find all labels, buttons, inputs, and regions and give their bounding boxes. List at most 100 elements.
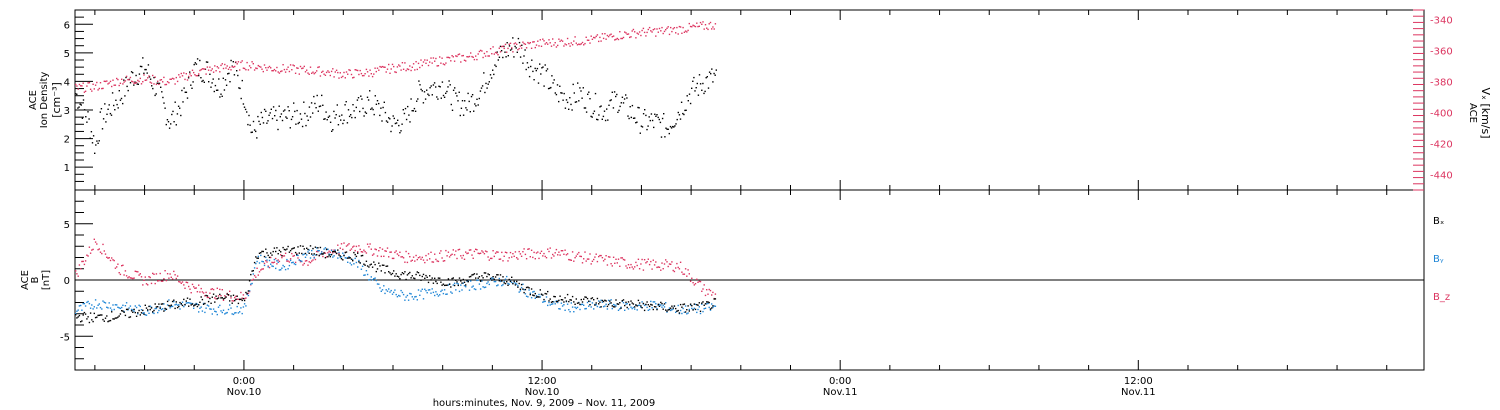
bx-point [694, 308, 697, 311]
vx-point [560, 39, 563, 41]
top-left-tick-label: 2 [64, 135, 70, 146]
by-point [646, 306, 648, 309]
density-point [263, 108, 266, 111]
density-point [505, 56, 507, 58]
vx-point [661, 26, 663, 29]
density-point [75, 93, 77, 95]
by-point [287, 268, 289, 270]
bx-point [181, 304, 184, 307]
vx-point [625, 32, 627, 34]
bz-point [164, 270, 166, 272]
vx-point [575, 42, 577, 44]
bz-point [119, 273, 122, 276]
x-axis-title: hours:minutes, Nov. 9, 2009 – Nov. 11, 2… [433, 398, 656, 409]
vx-point [262, 70, 264, 73]
by-point [328, 253, 330, 255]
vx-point [497, 54, 499, 56]
by-point [575, 307, 577, 310]
density-point [287, 106, 289, 108]
bz-point [368, 246, 370, 248]
bz-point [655, 261, 657, 263]
bz-point [396, 253, 399, 255]
density-point [154, 94, 156, 97]
by-point [265, 256, 267, 259]
by-point [364, 274, 366, 276]
by-point [139, 305, 141, 308]
bz-point [584, 251, 586, 253]
density-point [695, 87, 697, 89]
bz-point [393, 257, 395, 260]
by-point [116, 304, 118, 306]
bx-point [527, 286, 529, 288]
vx-point [180, 72, 182, 75]
bx-point [149, 308, 151, 311]
by-point [486, 282, 488, 285]
bx-point [243, 299, 246, 302]
top-right-tick-label: -360 [1430, 46, 1453, 57]
by-point [501, 284, 503, 287]
vx-point [349, 69, 351, 72]
bz-point [605, 255, 607, 257]
vx-point [86, 85, 88, 87]
bz-point [458, 248, 461, 251]
bx-point [216, 298, 218, 300]
bx-point [205, 294, 207, 297]
density-point [258, 120, 260, 123]
bx-point [405, 278, 407, 281]
density-point [489, 74, 492, 76]
by-point [641, 301, 643, 303]
density-point [356, 99, 359, 101]
bz-point [299, 261, 302, 263]
by-point [230, 307, 232, 309]
by-point [632, 306, 635, 309]
bx-point [343, 254, 345, 257]
bz-point [193, 286, 195, 288]
density-point [433, 82, 436, 84]
density-point [327, 116, 330, 118]
vx-point [691, 26, 693, 28]
by-point [429, 289, 431, 291]
bz-point [332, 252, 334, 254]
bx-point [509, 280, 512, 283]
bx-point [655, 306, 657, 308]
by-point [476, 279, 478, 282]
by-point [389, 291, 391, 293]
bx-point [595, 302, 597, 304]
bx-point [124, 314, 127, 317]
bz-point [207, 296, 210, 299]
bz-point [563, 253, 565, 255]
vx-point [339, 72, 341, 74]
density-point [104, 103, 106, 105]
bz-point [123, 274, 125, 276]
vx-point [472, 56, 474, 58]
by-point [615, 305, 617, 307]
bx-point [247, 290, 250, 292]
vx-point [155, 83, 158, 86]
bz-point [153, 273, 155, 275]
by-point [661, 306, 663, 308]
vx-point [648, 26, 651, 29]
density-point [533, 79, 535, 81]
bz-point [447, 251, 450, 253]
by-point [598, 300, 600, 302]
vx-point [435, 57, 437, 60]
by-point [317, 249, 319, 252]
density-point [639, 132, 641, 134]
density-point [447, 86, 449, 88]
density-point [293, 102, 295, 104]
vx-point [361, 75, 364, 77]
bx-point [590, 297, 592, 300]
vx-point [573, 40, 575, 42]
vx-point [450, 60, 452, 62]
bz-point [702, 288, 704, 290]
vx-point [299, 65, 302, 68]
density-point [644, 109, 646, 111]
vx-point [593, 36, 595, 39]
by-point [253, 267, 256, 269]
vx-point [692, 24, 694, 26]
bx-point [87, 316, 89, 318]
bz-point [502, 260, 504, 262]
bx-point [263, 255, 266, 258]
bx-point [520, 283, 523, 286]
bx-point [122, 310, 124, 312]
